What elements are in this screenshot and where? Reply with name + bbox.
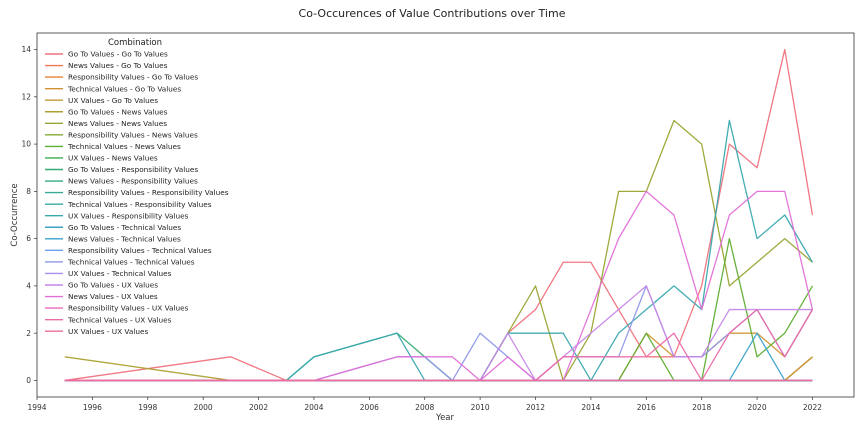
legend-label: News Values - UX Values: [68, 292, 158, 301]
legend-label: Responsibility Values - UX Values: [68, 304, 189, 313]
legend-label: Technical Values - News Values: [67, 142, 181, 151]
x-tick-label: 2018: [692, 403, 711, 412]
x-axis-title: Year: [435, 413, 455, 423]
y-axis-ticks: 0 2 4 6 8 10 12 14: [21, 45, 37, 385]
legend-label: News Values - Go To Values: [68, 61, 168, 70]
y-tick-label: 2: [26, 329, 31, 338]
legend-label: Go To Values - News Values: [68, 107, 168, 116]
legend-label: UX Values - Responsibility Values: [68, 211, 189, 220]
y-tick-label: 12: [21, 92, 31, 101]
x-tick-label: 1994: [27, 403, 46, 412]
x-tick-label: 2016: [637, 403, 656, 412]
y-axis-title: Co-Occurrence: [10, 183, 20, 246]
legend-label: Go To Values - Technical Values: [68, 223, 181, 232]
series-layer: [64, 48, 814, 382]
legend-label: Technical Values - Technical Values: [67, 258, 195, 267]
legend-label: News Values - Technical Values: [68, 234, 181, 243]
legend-label: Technical Values - Go To Values: [67, 84, 181, 93]
x-axis-ticks: 1994 1996 1998 2000 2002 2004 2006 2008 2010 2012…: [27, 397, 822, 412]
legend-label: Go To Values - Responsibility Values: [68, 165, 198, 174]
legend-label: News Values - Responsibility Values: [68, 177, 198, 186]
chart-title: Co-Occurences of Value Contributions ove…: [299, 7, 566, 20]
legend-label: Go To Values - UX Values: [68, 281, 158, 290]
legend-title: Combination: [108, 38, 162, 48]
legend: Combination Go To Values - Go To Values N…: [45, 38, 229, 336]
series-line: [64, 119, 814, 382]
legend-label: Responsibility Values - Go To Values: [68, 73, 198, 82]
x-tick-label: 2020: [748, 403, 767, 412]
x-tick-label: 2006: [360, 403, 379, 412]
x-tick-label: 2012: [526, 403, 545, 412]
x-tick-label: 2010: [471, 403, 490, 412]
y-tick-label: 14: [21, 45, 31, 54]
x-tick-label: 2000: [194, 403, 213, 412]
legend-label: News Values - News Values: [68, 119, 167, 128]
y-tick-label: 6: [26, 234, 31, 243]
x-tick-label: 2022: [803, 403, 822, 412]
legend-label: UX Values - Go To Values: [68, 96, 158, 105]
x-tick-label: 2002: [249, 403, 268, 412]
legend-label: Responsibility Values - Responsibility V…: [68, 188, 229, 197]
legend-label: Responsibility Values - News Values: [68, 130, 198, 139]
x-tick-label: 1998: [138, 403, 157, 412]
x-tick-label: 2004: [304, 403, 323, 412]
x-tick-label: 1996: [83, 403, 102, 412]
legend-label: Technical Values - UX Values: [67, 315, 172, 324]
legend-label: UX Values - News Values: [68, 154, 158, 163]
x-tick-label: 2008: [415, 403, 434, 412]
x-tick-label: 2014: [581, 403, 600, 412]
legend-label: Responsibility Values - Technical Values: [68, 246, 212, 255]
y-tick-label: 8: [26, 187, 31, 196]
plot-frame: [36, 32, 855, 398]
y-tick-label: 10: [21, 140, 31, 149]
y-tick-label: 0: [26, 376, 31, 385]
legend-label: UX Values - UX Values: [68, 327, 148, 336]
legend-label: Technical Values - Responsibility Values: [67, 200, 212, 209]
legend-label: UX Values - Technical Values: [68, 269, 172, 278]
y-tick-label: 4: [26, 282, 31, 291]
legend-label: Go To Values - Go To Values: [68, 50, 168, 59]
